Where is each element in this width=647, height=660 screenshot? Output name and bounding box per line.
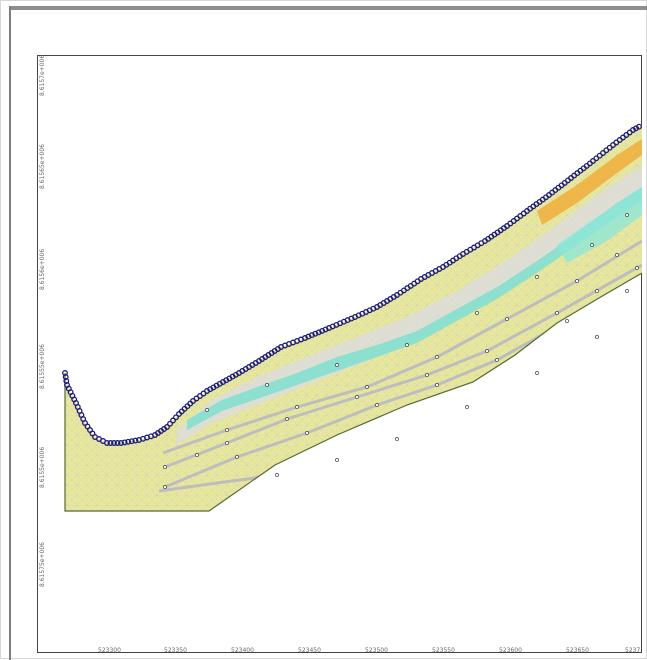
surface-node: [107, 440, 114, 446]
surface-node: [111, 440, 117, 446]
interior-node: [535, 275, 539, 279]
surface-node: [104, 440, 110, 446]
surface-nodes: [62, 123, 642, 446]
xtick-label: 523550: [432, 647, 455, 654]
interior-node: [375, 403, 379, 407]
surface-node: [636, 123, 642, 130]
surface-node: [125, 438, 132, 445]
interior-node: [295, 405, 299, 409]
mesh-plot[interactable]: [37, 55, 642, 653]
ytick-label: 8.61555e+006: [39, 344, 46, 389]
interior-node: [475, 311, 479, 315]
interior-node: [575, 279, 579, 283]
interior-node: [163, 465, 167, 469]
interior-node: [505, 317, 509, 321]
surface-node: [132, 437, 139, 444]
interior-node: [565, 319, 569, 323]
ytick-label: 8.6157e+006: [39, 54, 46, 96]
interior-node: [335, 458, 339, 462]
window-top-border: [9, 6, 647, 10]
surface-node: [121, 439, 128, 446]
interior-node: [225, 441, 229, 445]
ytick-label: 8.6156e+006: [39, 248, 46, 290]
ytick-label: 8.61565e+006: [39, 144, 46, 189]
xtick-label: 523650: [566, 647, 589, 654]
interior-node: [555, 311, 559, 315]
xtick-label: 523500: [365, 647, 388, 654]
domain-outline: [64, 272, 642, 512]
interior-node: [355, 395, 359, 399]
interior-node: [495, 358, 499, 362]
interior-node: [205, 408, 209, 412]
interior-node: [195, 453, 199, 457]
interior-node: [265, 383, 269, 387]
interior-node: [235, 455, 239, 459]
interior-node: [305, 431, 309, 435]
interior-node: [425, 373, 429, 377]
interior-node: [365, 385, 369, 389]
interior-node: [595, 335, 599, 339]
interior-node: [405, 343, 409, 347]
interior-node: [615, 253, 619, 257]
xtick-label: 523350: [164, 647, 187, 654]
surface-node: [164, 424, 170, 430]
interior-node: [625, 213, 629, 217]
interior-node: [285, 417, 289, 421]
xtick-label: 523450: [298, 647, 321, 654]
surface-node: [167, 420, 173, 427]
xtick-label: 523300: [98, 647, 121, 654]
interior-node: [435, 355, 439, 359]
interior-node: [435, 383, 439, 387]
surface-node: [173, 414, 179, 421]
interior-nodes: [163, 213, 639, 489]
interior-node: [590, 243, 594, 247]
interior-node: [625, 289, 629, 293]
interior-node: [225, 428, 229, 432]
ytick-label: 8.61575e+006: [39, 542, 46, 587]
material-layers: [177, 139, 642, 445]
window-left-border: [9, 6, 11, 660]
interior-node: [275, 473, 279, 477]
interior-node: [335, 363, 339, 367]
interior-node: [163, 485, 167, 489]
surface-node: [128, 438, 135, 445]
interior-node: [465, 405, 469, 409]
interior-node: [535, 371, 539, 375]
interior-node: [485, 349, 489, 353]
surface-node: [114, 440, 121, 446]
surface-node: [118, 440, 124, 446]
xtick-label: 523400: [231, 647, 254, 654]
ytick-label: 8.6155e+006: [39, 446, 46, 488]
xtick-label: 5237: [625, 647, 641, 654]
interior-node: [595, 289, 599, 293]
interior-node: [635, 266, 639, 270]
surface-node: [170, 417, 176, 424]
interior-node: [395, 437, 399, 441]
xtick-label: 523600: [499, 647, 522, 654]
